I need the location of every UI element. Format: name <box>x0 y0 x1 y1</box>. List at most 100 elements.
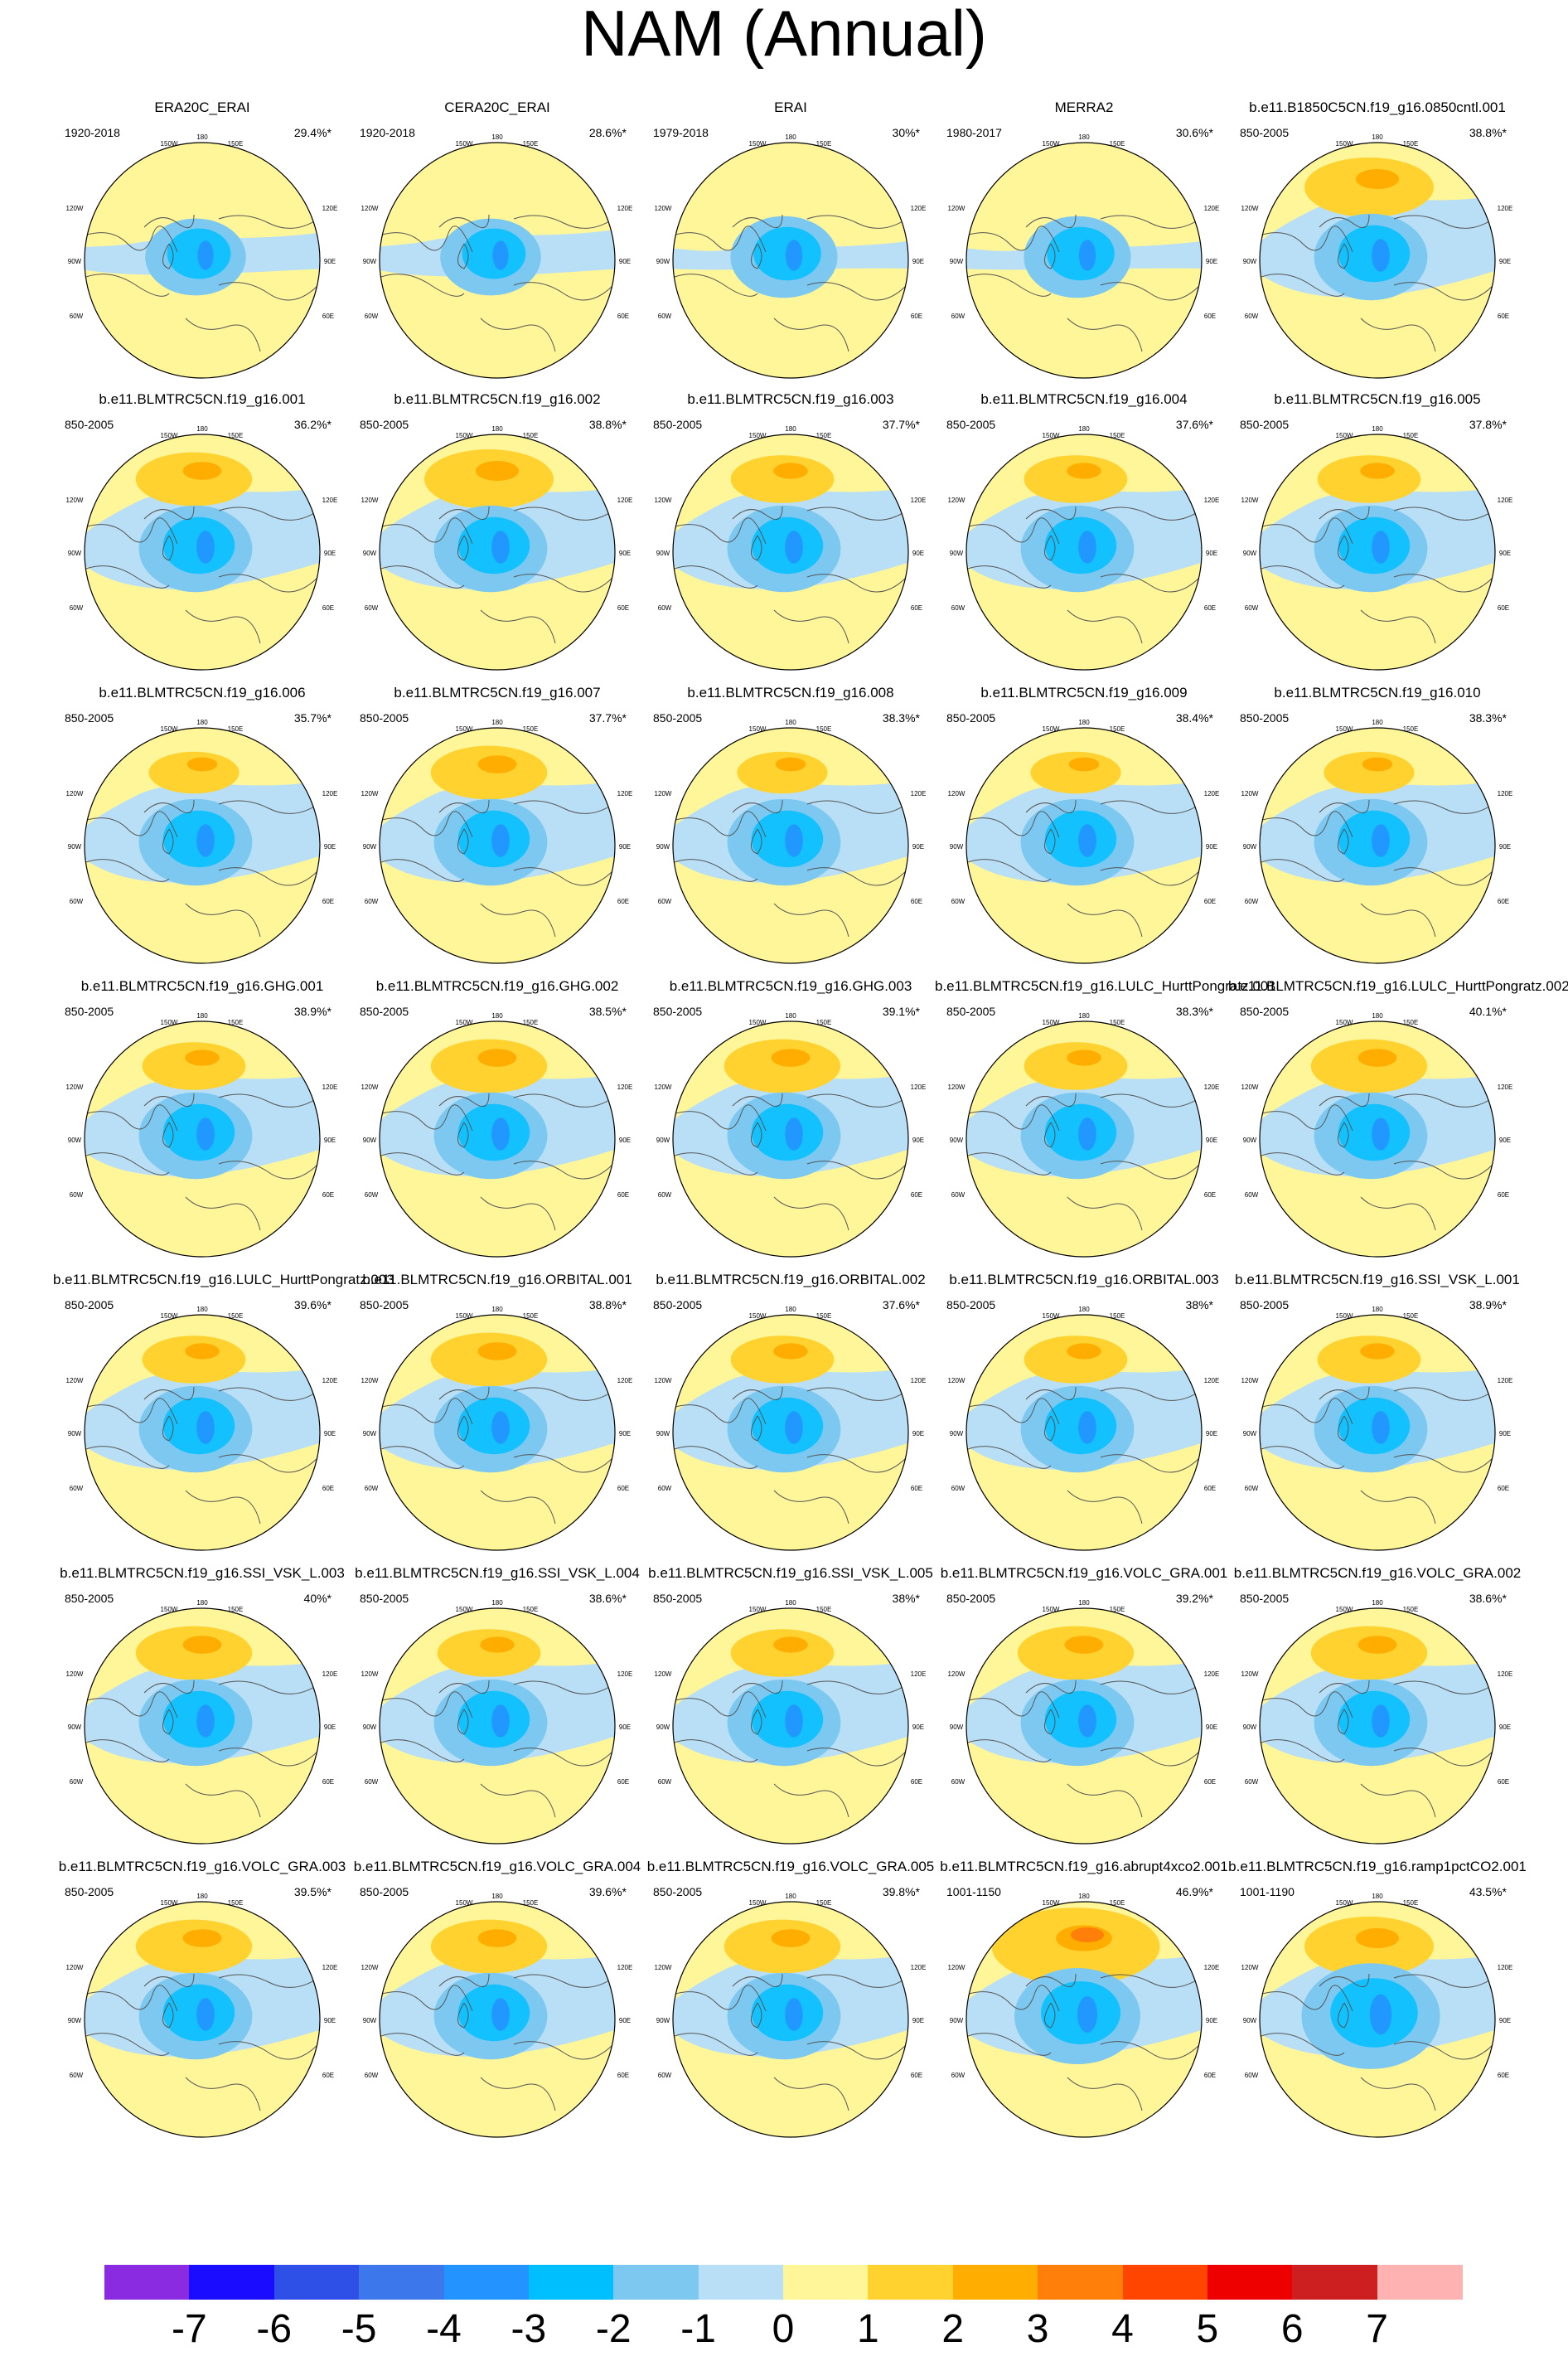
colorbar-tick-label: 3 <box>1026 2307 1049 2351</box>
longitude-label: 180 <box>1078 719 1090 726</box>
coastline <box>513 800 614 814</box>
coastline <box>1067 1783 1143 1818</box>
longitude-label: 150E <box>1110 1606 1125 1613</box>
panel-period: 850-2005 <box>946 711 996 725</box>
colorbar-tick-label: 0 <box>772 2307 795 2351</box>
longitude-label: 150W <box>161 1899 178 1907</box>
panel-variance-percent: 38.3%* <box>1175 1005 1213 1018</box>
polar-map: 180150W150E120W120E90W90E60W60E30W30E0 <box>1241 1893 1513 2140</box>
coastline <box>457 1122 469 1148</box>
longitude-label: 60E <box>911 604 922 612</box>
longitude-label: 150E <box>1403 432 1419 439</box>
map-panel: 180150W150E120W120E90W90E60W60E30W30E0b.… <box>641 685 940 967</box>
ridge-contour-3 <box>1067 463 1101 479</box>
panel-title: b.e11.BLMTRC5CN.f19_g16.LULC_HurttPongra… <box>935 978 1276 994</box>
coastline <box>1044 1709 1056 1735</box>
ridge-contour-2 <box>1017 1626 1135 1680</box>
panel-title: b.e11.BLMTRC5CN.f19_g16.VOLC_GRA.002 <box>1233 1565 1522 1581</box>
coastline <box>1260 517 1353 545</box>
longitude-label: 150W <box>161 1606 178 1613</box>
longitude-label: 120W <box>66 1670 84 1678</box>
coastline <box>380 1691 473 1719</box>
longitude-label: 60E <box>617 898 629 905</box>
coastline <box>513 1387 614 1401</box>
map-boundary <box>84 1901 321 2138</box>
coastline <box>218 1748 319 1767</box>
map-panel: 180150W150E120W120E90W90E60W60E30W30E0b.… <box>348 1859 646 2140</box>
longitude-label: 180 <box>196 1599 208 1607</box>
panel-title: b.e11.BLMTRC5CN.f19_g16.SSI_VSK_L.005 <box>648 1565 933 1581</box>
longitude-label: 120W <box>655 1670 672 1678</box>
coastline <box>1393 1974 1494 1988</box>
longitude-label: 60W <box>1245 898 1259 905</box>
panel-period: 1920-2018 <box>65 126 120 139</box>
coastline <box>85 1398 178 1425</box>
longitude-label: 60W <box>70 2072 84 2079</box>
longitude-label: 30W <box>743 1553 757 1554</box>
longitude-label: 150E <box>1403 1606 1419 1613</box>
longitude-label: 120E <box>1498 1670 1513 1678</box>
panel-period: 850-2005 <box>946 1592 996 1605</box>
map-panel: 180150W150E120W120E90W90E60W60E30W30E0b.… <box>53 1859 351 2140</box>
low-contour-3 <box>1372 531 1390 564</box>
ridge-contour-3 <box>1360 1343 1395 1360</box>
ridge-contour-2 <box>148 751 240 794</box>
longitude-label: 90W <box>363 1137 377 1144</box>
panel-period: 850-2005 <box>1240 1298 1290 1311</box>
map-panel: 180150W150E120W120E90W90E60W60E30W30E0ME… <box>935 99 1233 381</box>
longitude-label: 150E <box>1110 1312 1125 1320</box>
longitude-label: 180 <box>1078 1306 1090 1313</box>
panel-period: 850-2005 <box>653 1592 703 1605</box>
map-boundary <box>965 434 1203 671</box>
ridge-contour-3 <box>773 1636 808 1653</box>
panel-title: ERAI <box>774 99 807 115</box>
longitude-label: 150E <box>1110 725 1125 733</box>
coastline <box>380 517 473 545</box>
longitude-label: 120E <box>1498 1377 1513 1384</box>
coastline <box>751 828 762 855</box>
polar-map: 180150W150E120W120E90W90E60W60E30W30E0 <box>66 1599 338 1847</box>
longitude-label: 60E <box>617 2072 629 2079</box>
longitude-label: 60W <box>658 1778 672 1786</box>
longitude-label: 60E <box>911 1778 922 1786</box>
coastline <box>480 609 556 644</box>
low-contour-3 <box>1078 240 1096 271</box>
coastline <box>1360 1490 1436 1525</box>
longitude-label: 120E <box>1204 205 1220 212</box>
longitude-label: 30W <box>154 1846 168 1847</box>
ridge-contour-3 <box>771 1929 811 1947</box>
longitude-label: 60W <box>70 1191 84 1199</box>
longitude-label: 120E <box>617 1964 633 1971</box>
coastline <box>457 2002 469 2029</box>
colorbar-tick-label: -3 <box>511 2307 547 2351</box>
panel-period: 850-2005 <box>65 1005 114 1018</box>
panel-variance-percent: 38.9%* <box>1469 1298 1507 1311</box>
longitude-label: 120W <box>655 1083 672 1091</box>
map-panel: 180150W150E120W120E90W90E60W60E30W30E0b.… <box>935 1272 1233 1554</box>
longitude-label: 180 <box>196 1893 208 1900</box>
longitude-label: 150E <box>228 1312 244 1320</box>
ridge-contour-2 <box>430 1332 548 1387</box>
coastline <box>438 214 490 229</box>
longitude-label: 120E <box>617 205 633 212</box>
longitude-label: 120E <box>617 1670 633 1678</box>
longitude-label: 60W <box>1245 2072 1259 2079</box>
map-panel: 180150W150E120W120E90W90E60W60E30W30E0b.… <box>53 391 351 673</box>
coastline <box>673 811 767 838</box>
coastline <box>674 859 758 882</box>
panel-period: 850-2005 <box>65 1592 114 1605</box>
coastline <box>162 1415 174 1442</box>
longitude-label: 60E <box>322 604 334 612</box>
coastline <box>143 799 195 814</box>
ridge-contour-2 <box>724 1039 841 1093</box>
coastline <box>1360 1783 1436 1818</box>
longitude-label: 90W <box>1243 550 1257 557</box>
coastline <box>1067 1196 1143 1231</box>
ridge-contour-3 <box>480 1636 515 1653</box>
longitude-label: 30E <box>533 966 544 967</box>
low-contour-3 <box>491 1411 510 1444</box>
longitude-label: 150W <box>161 432 178 439</box>
longitude-label: 150W <box>456 725 473 733</box>
coastline <box>1393 1387 1494 1401</box>
longitude-label: 60E <box>1204 1191 1216 1199</box>
